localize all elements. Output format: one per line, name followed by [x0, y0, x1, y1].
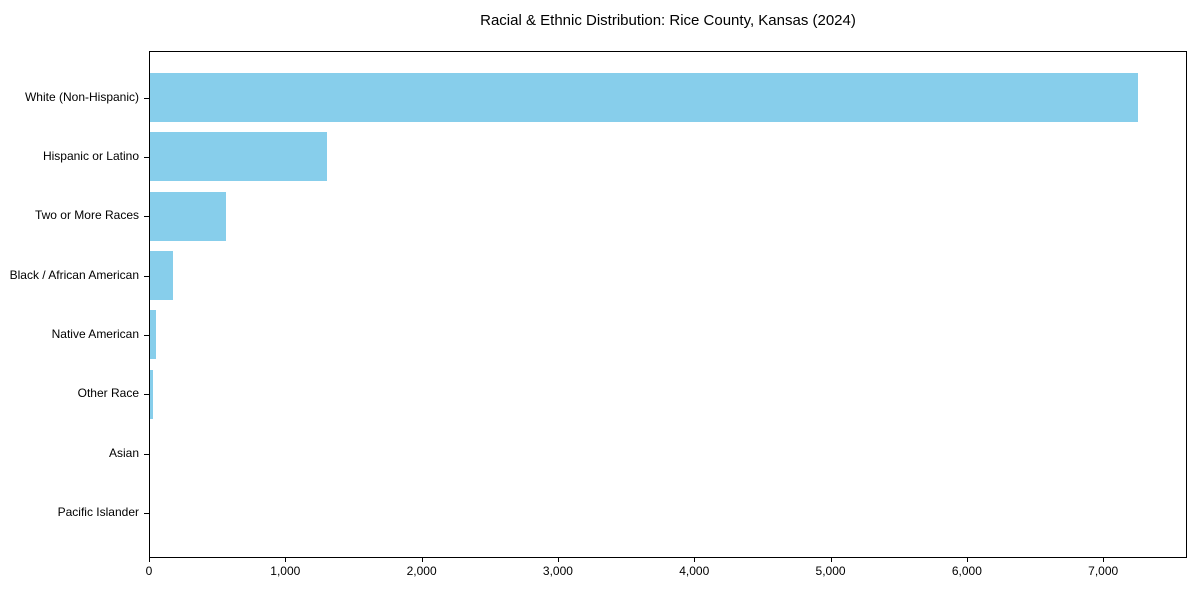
y-tick-mark	[144, 275, 149, 277]
x-tick-mark	[285, 558, 287, 562]
y-tick-mark	[144, 216, 149, 218]
x-axis-tick-label: 4,000	[679, 564, 710, 578]
x-axis-tick-label: 3,000	[542, 564, 573, 578]
x-tick-mark	[149, 558, 150, 562]
bar-black-african-american	[150, 251, 174, 301]
bar-hispanic-or-latino	[150, 132, 328, 182]
bar-white-non-hispanic	[150, 73, 1139, 122]
x-tick-mark	[557, 558, 559, 562]
x-tick-mark	[1103, 558, 1105, 562]
y-axis-label: Two or More Races	[34, 208, 139, 223]
x-tick-mark	[421, 558, 423, 562]
bar-other-race	[150, 369, 153, 419]
x-axis-tick-label: 7,000	[1088, 564, 1119, 578]
y-axis-label: Pacific Islander	[57, 504, 139, 519]
y-axis-label: Asian	[108, 445, 139, 460]
y-tick-mark	[144, 334, 149, 336]
y-tick-mark	[144, 97, 149, 99]
bar-native-american	[150, 310, 157, 360]
chart-title: Racial & Ethnic Distribution: Rice Count…	[480, 12, 856, 29]
y-tick-mark	[144, 156, 149, 158]
x-tick-mark	[694, 558, 696, 562]
y-axis-label: Hispanic or Latino	[42, 148, 139, 163]
y-axis-label: Other Race	[77, 386, 139, 401]
x-axis-tick-label: 1,000	[270, 564, 301, 578]
x-axis-tick-label: 0	[145, 564, 153, 578]
y-tick-mark	[144, 394, 149, 396]
x-axis-tick-label: 6,000	[951, 564, 982, 578]
x-tick-mark	[830, 558, 832, 562]
x-tick-mark	[966, 558, 968, 562]
x-axis-tick-label: 2,000	[406, 564, 437, 578]
bar-two-or-more-races	[150, 191, 227, 241]
x-axis-tick-label: 5,000	[815, 564, 846, 578]
plot-area	[149, 51, 1187, 558]
y-tick-mark	[144, 453, 149, 455]
y-axis-label: White (Non-Hispanic)	[24, 89, 139, 104]
y-axis-label: Black / African American	[9, 267, 139, 282]
y-axis-label: Native American	[51, 326, 139, 341]
y-tick-mark	[144, 512, 149, 514]
